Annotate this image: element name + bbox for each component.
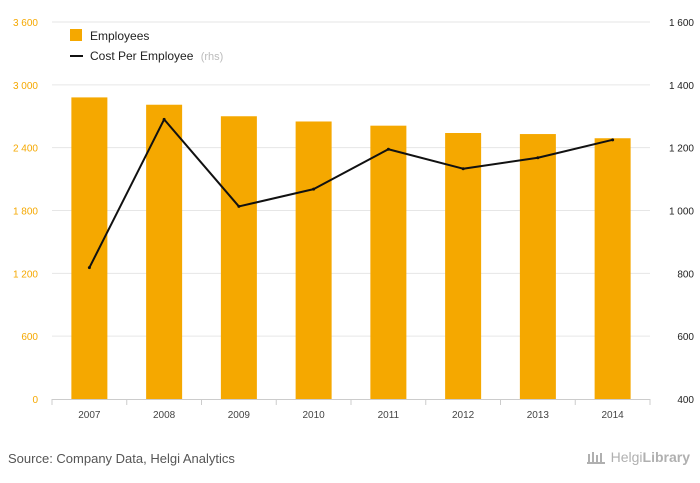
legend-swatch-employees [70, 29, 82, 41]
line-path [88, 118, 613, 269]
line-point-2009 [237, 204, 241, 208]
x-tick-label: 2011 [378, 410, 400, 421]
bar-2012 [445, 133, 482, 399]
y-left-tick-label: 600 [21, 332, 38, 343]
x-tick-label: 2013 [527, 410, 550, 421]
y-left-tick-label: 2 400 [13, 144, 38, 155]
legend-label-employees: Employees [90, 29, 149, 43]
brand-logo[interactable]: HelgiLibrary [586, 449, 690, 465]
line-point-2011 [386, 147, 390, 151]
y-left-tick-label: 1 200 [13, 269, 38, 280]
x-tick-label: 2007 [78, 410, 101, 421]
line-point-2014 [611, 138, 615, 142]
bar-2010 [295, 121, 332, 399]
x-tick-label: 2014 [602, 410, 625, 421]
x-tick-label: 2012 [452, 410, 475, 421]
line-point-2010 [312, 187, 316, 191]
x-tick-label: 2008 [153, 410, 176, 421]
gridlines [52, 21, 650, 337]
bar-2014 [594, 138, 631, 399]
y-left-tick-label: 3 600 [13, 18, 38, 29]
line-point-2007 [87, 266, 91, 270]
library-logo-icon [586, 452, 605, 464]
legend-label-cost-per-employee: Cost Per Employee (rhs) [90, 49, 223, 63]
bar-2011 [370, 125, 407, 400]
y-right-tick-label: 1 000 [669, 207, 694, 218]
bar-2008 [146, 104, 183, 399]
bar-2013 [519, 134, 556, 399]
brand-name-part1: Helgi [610, 449, 643, 465]
y-right-tick-label: 1 600 [669, 18, 694, 29]
axes: 0 600 1 200 1 800 2 400 3 000 3 600 400 600 800 1 … [13, 18, 694, 421]
brand-name-part2: Library [642, 449, 690, 465]
combo-chart: 0 600 1 200 1 800 2 400 3 000 3 600 400 600 800 1 … [13, 18, 694, 421]
y-left-tick-label: 0 [32, 395, 38, 406]
legend: Employees Cost Per Employee (rhs) [70, 29, 223, 63]
bar-2007 [71, 97, 108, 400]
x-tick-label: 2009 [228, 410, 251, 421]
source-note: Source: Company Data, Helgi Analytics [8, 451, 235, 466]
y-right-tick-label: 1 400 [669, 81, 694, 92]
line-series-cost-per-employee [87, 117, 615, 270]
y-right-tick-label: 600 [677, 332, 694, 343]
line-point-2008 [162, 117, 166, 121]
bar-series-employees [71, 97, 631, 400]
y-right-tick-label: 400 [677, 395, 694, 406]
y-right-tick-label: 800 [677, 269, 694, 280]
y-left-tick-label: 1 800 [13, 207, 38, 218]
y-right-tick-label: 1 200 [669, 144, 694, 155]
bar-2009 [220, 116, 257, 399]
y-left-tick-label: 3 000 [13, 81, 38, 92]
line-point-2013 [536, 156, 540, 160]
x-tick-label: 2010 [303, 410, 326, 421]
line-point-2012 [461, 167, 465, 171]
